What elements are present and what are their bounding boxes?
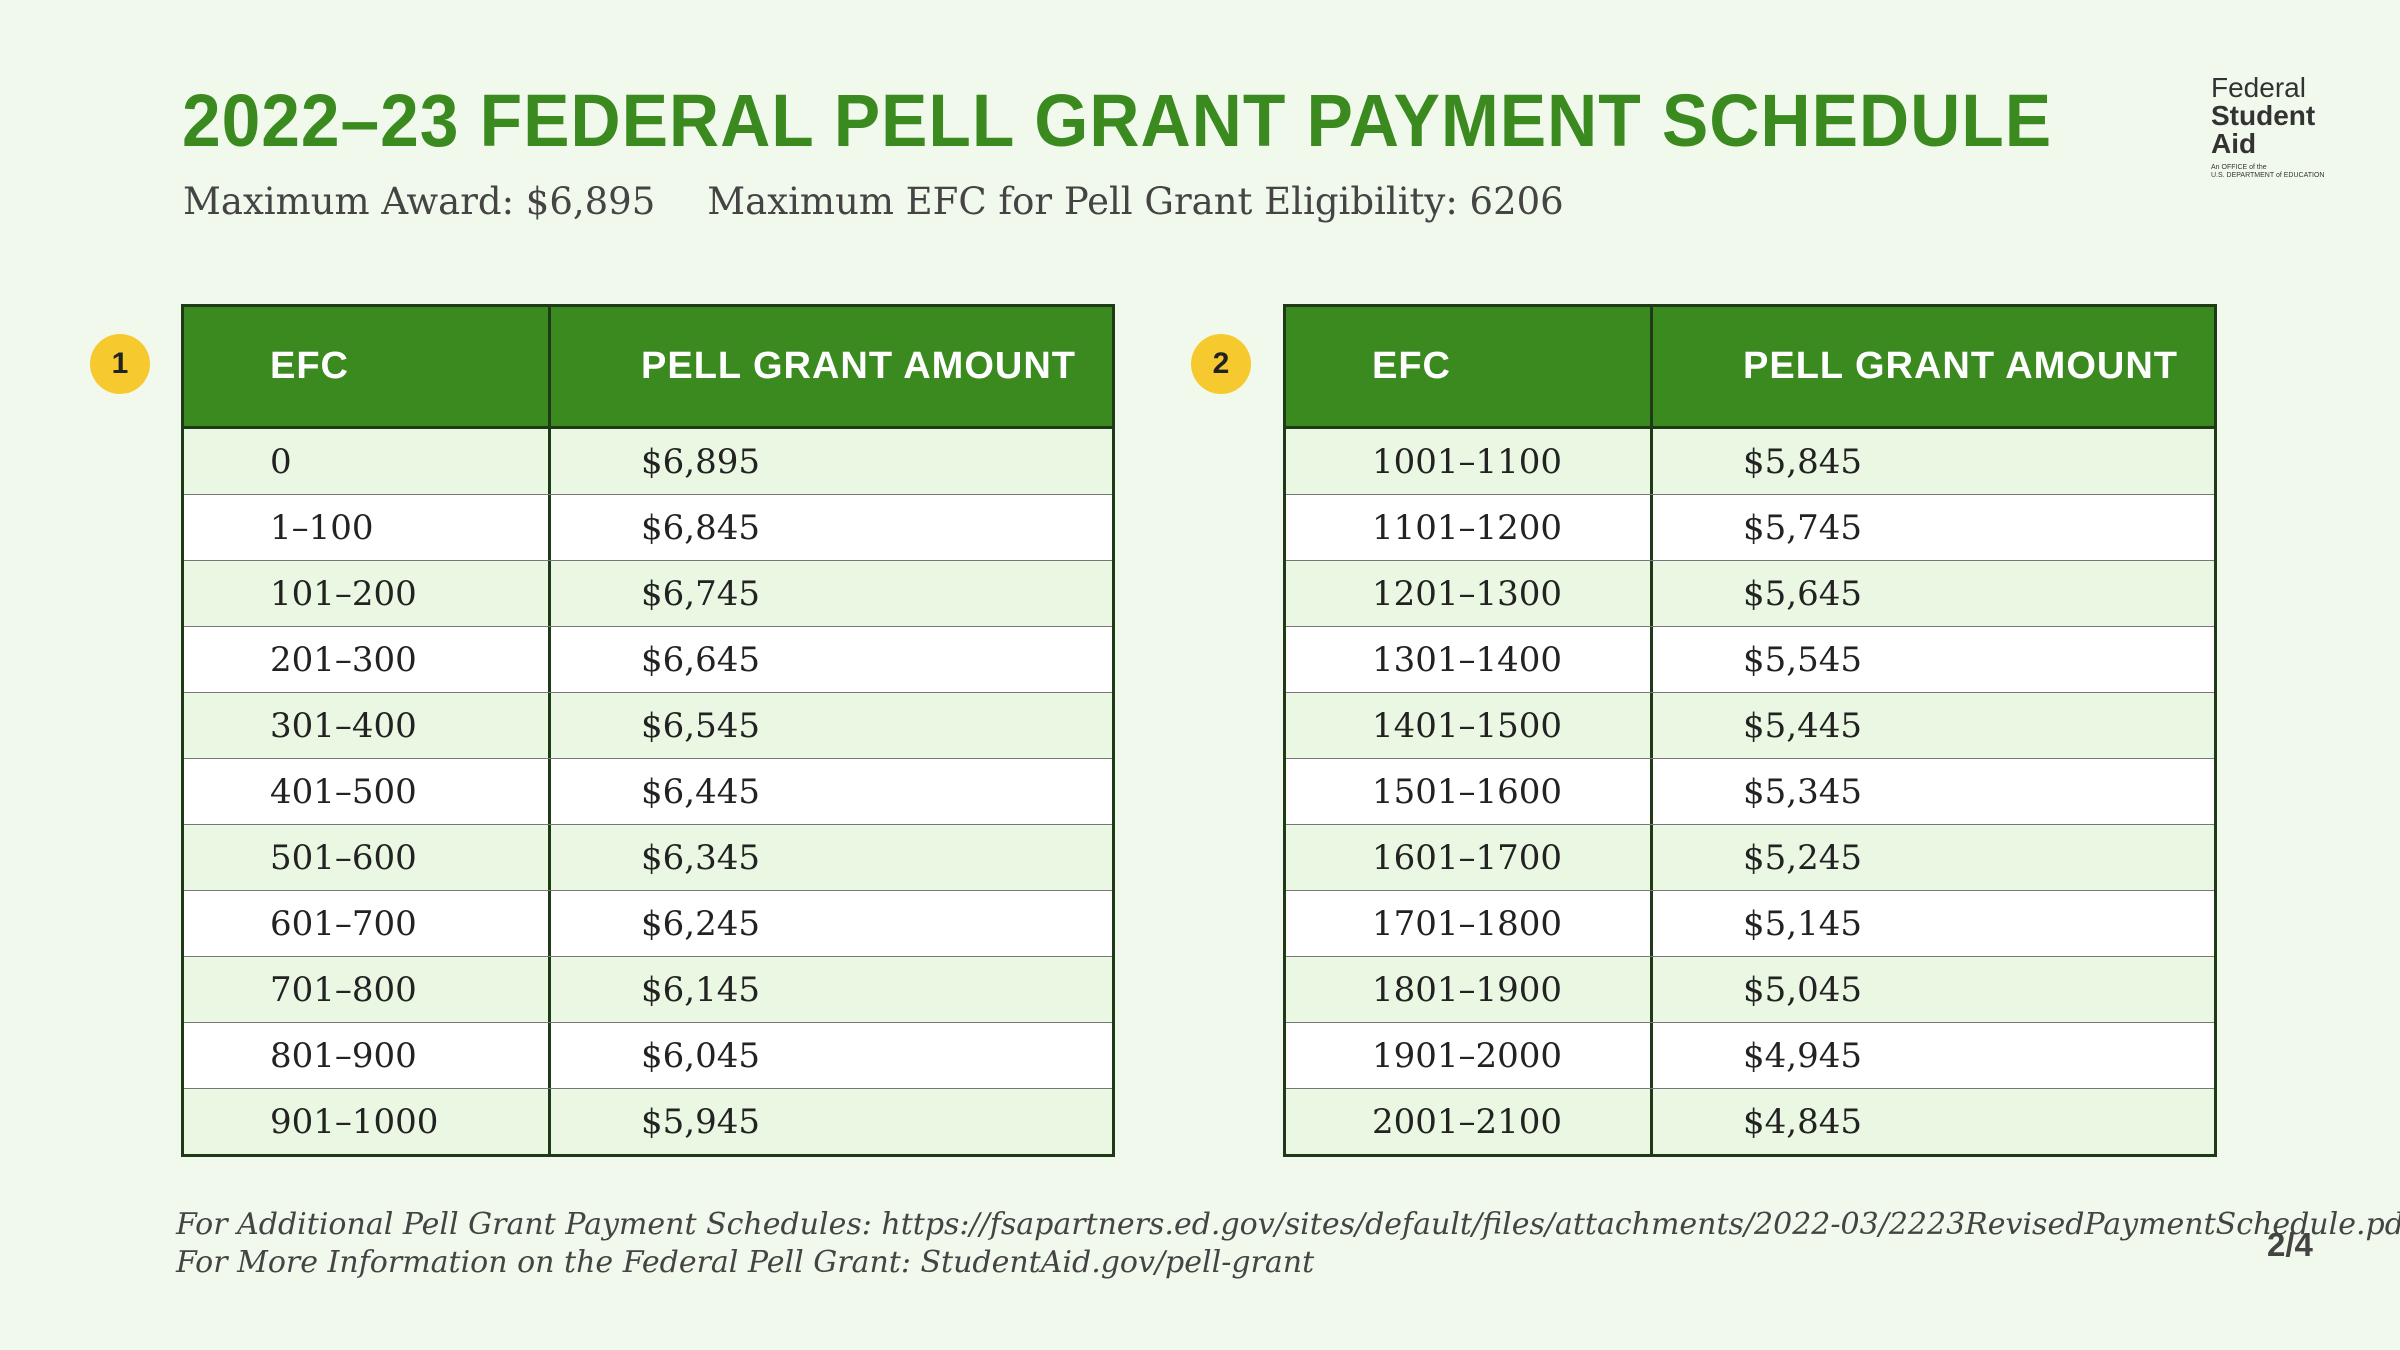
pell-amount-cell: $6,145	[641, 969, 760, 1010]
table-row: 1501–1600 $5,345	[1286, 759, 2214, 825]
page-number: 2/4	[2267, 1226, 2313, 1263]
efc-cell: 501–600	[184, 825, 551, 890]
pell-amount-cell: $5,445	[1743, 705, 1862, 746]
efc-cell: 1101–1200	[1286, 495, 1653, 560]
pell-amount-cell: $6,845	[641, 507, 760, 548]
table-row: 0 $6,895	[184, 429, 1112, 495]
table-row: 1801–1900 $5,045	[1286, 957, 2214, 1023]
max-award-text: Maximum Award: $6,895	[183, 180, 656, 223]
table-row: 1101–1200 $5,745	[1286, 495, 2214, 561]
footer-schedules-link[interactable]: For Additional Pell Grant Payment Schedu…	[176, 1207, 2400, 1242]
efc-cell: 1301–1400	[1286, 627, 1653, 692]
efc-cell: 2001–2100	[1286, 1089, 1653, 1154]
table-row: 201–300 $6,645	[184, 627, 1112, 693]
table-row: 2001–2100 $4,845	[1286, 1089, 2214, 1154]
pell-amount-cell: $6,545	[641, 705, 760, 746]
table-row: 1901–2000 $4,945	[1286, 1023, 2214, 1089]
efc-cell: 1901–2000	[1286, 1023, 1653, 1088]
pell-amount-cell: $5,845	[1743, 441, 1862, 482]
efc-cell: 1601–1700	[1286, 825, 1653, 890]
pell-amount-cell: $5,345	[1743, 771, 1862, 812]
table-row: 701–800 $6,145	[184, 957, 1112, 1023]
max-efc-text: Maximum EFC for Pell Grant Eligibility: …	[707, 180, 1564, 223]
pell-amount-cell: $5,045	[1743, 969, 1862, 1010]
efc-cell: 301–400	[184, 693, 551, 758]
efc-cell: 1–100	[184, 495, 551, 560]
logo-line-federal: Federal	[2211, 72, 2306, 103]
pell-table-1: EFC PELL GRANT AMOUNT 0 $6,895 1–100 $6,845…	[181, 304, 1115, 1157]
pell-amount-cell: $6,645	[641, 639, 760, 680]
table-row: 401–500 $6,445	[184, 759, 1112, 825]
table-row: 101–200 $6,745	[184, 561, 1112, 627]
table-row: 1701–1800 $5,145	[1286, 891, 2214, 957]
pell-amount-cell: $5,245	[1743, 837, 1862, 878]
pell-amount-cell: $6,245	[641, 903, 760, 944]
pell-amount-cell: $6,445	[641, 771, 760, 812]
table-row: 901–1000 $5,945	[184, 1089, 1112, 1154]
table-header: EFC PELL GRANT AMOUNT	[1286, 307, 2214, 429]
efc-cell: 0	[184, 429, 551, 494]
efc-cell: 801–900	[184, 1023, 551, 1088]
efc-cell: 701–800	[184, 957, 551, 1022]
table-row: 1301–1400 $5,545	[1286, 627, 2214, 693]
pell-amount-cell: $5,945	[641, 1101, 760, 1142]
pell-amount-cell: $4,845	[1743, 1101, 1862, 1142]
table-body: 0 $6,895 1–100 $6,845 101–200 $6,745 201–300 $6…	[184, 429, 1112, 1154]
table-row: 1–100 $6,845	[184, 495, 1112, 561]
table-row: 601–700 $6,245	[184, 891, 1112, 957]
pell-amount-cell: $4,945	[1743, 1035, 1862, 1076]
efc-cell: 1801–1900	[1286, 957, 1653, 1022]
logo-line-student: Student	[2211, 100, 2316, 131]
efc-cell: 1501–1600	[1286, 759, 1653, 824]
table-body: 1001–1100 $5,845 1101–1200 $5,745 1201–1300 $…	[1286, 429, 2214, 1154]
column-header-efc: EFC	[1286, 307, 1653, 426]
pell-amount-cell: $5,745	[1743, 507, 1862, 548]
table-header: EFC PELL GRANT AMOUNT	[184, 307, 1112, 429]
efc-cell: 201–300	[184, 627, 551, 692]
table-row: 1201–1300 $5,645	[1286, 561, 2214, 627]
table-1-badge: 1	[90, 334, 150, 394]
column-header-pell-amount: PELL GRANT AMOUNT	[641, 345, 1076, 387]
efc-cell: 101–200	[184, 561, 551, 626]
footer-more-info-link[interactable]: For More Information on the Federal Pell…	[176, 1245, 1315, 1280]
column-header-pell-amount: PELL GRANT AMOUNT	[1743, 345, 2178, 387]
logo-line-department: U.S. DEPARTMENT of EDUCATION	[2211, 172, 2325, 179]
pell-amount-cell: $5,645	[1743, 573, 1862, 614]
pell-amount-cell: $5,145	[1743, 903, 1862, 944]
logo-line-aid: Aid	[2211, 128, 2257, 159]
efc-cell: 901–1000	[184, 1089, 551, 1154]
efc-cell: 601–700	[184, 891, 551, 956]
table-row: 1401–1500 $5,445	[1286, 693, 2214, 759]
logo-line-office: An OFFICE of the	[2211, 164, 2267, 171]
efc-cell: 1001–1100	[1286, 429, 1653, 494]
pell-amount-cell: $5,545	[1743, 639, 1862, 680]
efc-cell: 1201–1300	[1286, 561, 1653, 626]
table-row: 301–400 $6,545	[184, 693, 1112, 759]
pell-amount-cell: $6,045	[641, 1035, 760, 1076]
column-header-efc: EFC	[184, 307, 551, 426]
table-row: 1001–1100 $5,845	[1286, 429, 2214, 495]
pell-amount-cell: $6,745	[641, 573, 760, 614]
table-row: 1601–1700 $5,245	[1286, 825, 2214, 891]
table-row: 501–600 $6,345	[184, 825, 1112, 891]
table-2-badge: 2	[1191, 334, 1251, 394]
page-title: 2022–23 FEDERAL PELL GRANT PAYMENT SCHED…	[182, 79, 2053, 162]
efc-cell: 1701–1800	[1286, 891, 1653, 956]
federal-student-aid-logo: Federal Student Aid An OFFICE of the U.S…	[2211, 74, 2351, 180]
footer-notes: For Additional Pell Grant Payment Schedu…	[176, 1206, 2400, 1282]
efc-cell: 401–500	[184, 759, 551, 824]
efc-cell: 1401–1500	[1286, 693, 1653, 758]
pell-amount-cell: $6,895	[641, 441, 760, 482]
pell-table-2: EFC PELL GRANT AMOUNT 1001–1100 $5,845 110…	[1283, 304, 2217, 1157]
subtitle: Maximum Award: $6,895 Maximum EFC for Pel…	[183, 180, 1564, 223]
pell-amount-cell: $6,345	[641, 837, 760, 878]
table-row: 801–900 $6,045	[184, 1023, 1112, 1089]
